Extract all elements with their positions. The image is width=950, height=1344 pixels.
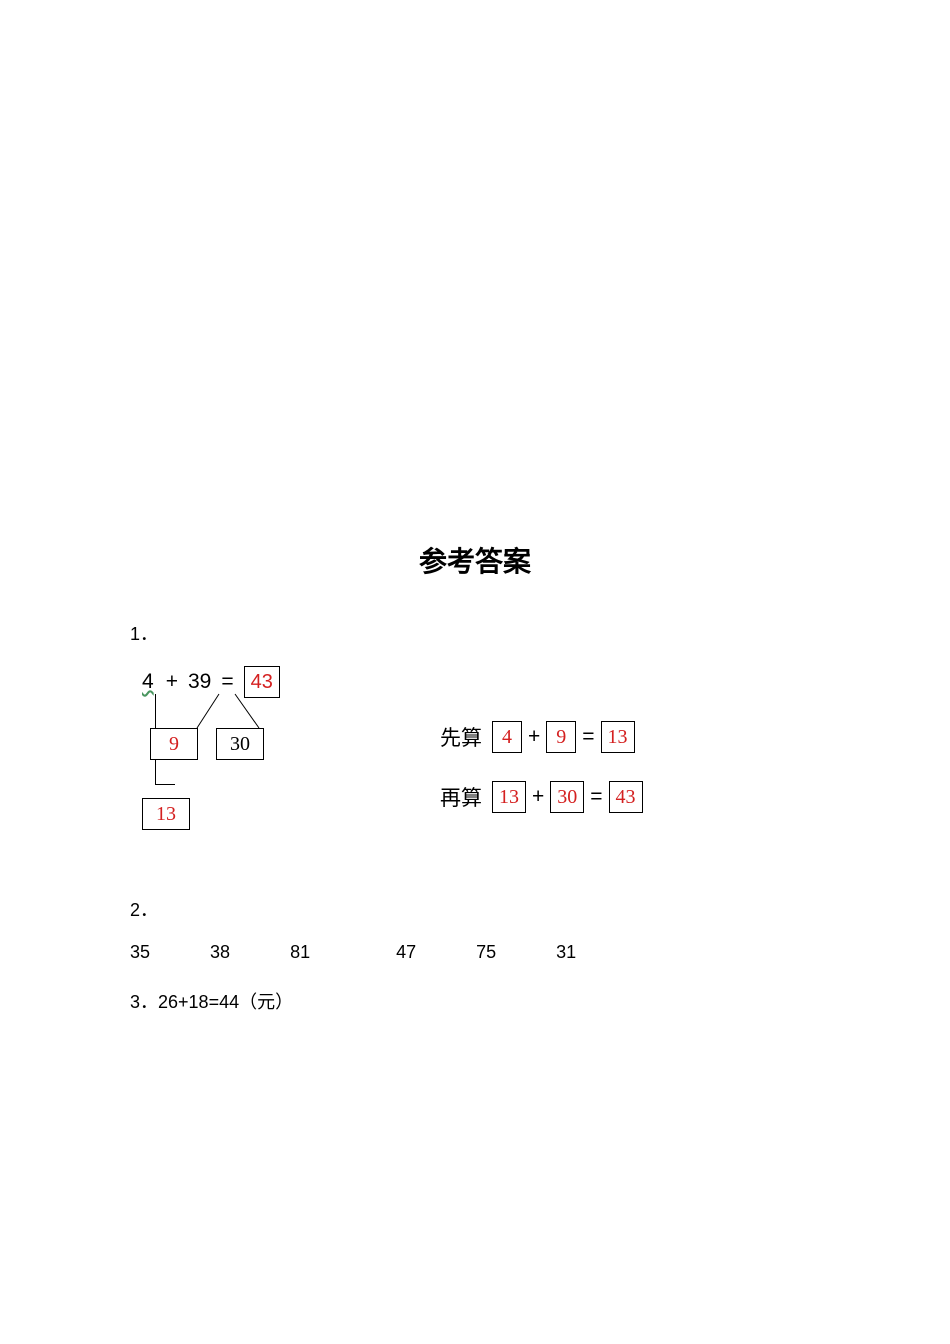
answer-value: 35	[130, 942, 150, 963]
question-2-answers: 35 38 81 47 75 31	[130, 942, 950, 963]
equals-icon: =	[580, 725, 596, 749]
equals-icon: =	[588, 785, 604, 809]
question-1-diagram: 4 + 39 = 43 9 30 13 先算 4	[0, 666, 950, 866]
split-value-boxes: 9 30	[150, 728, 264, 760]
answer-value: 81	[290, 942, 310, 963]
page-title: 参考答案	[0, 540, 950, 580]
plus-sign: +	[166, 670, 178, 694]
operand-b: 39	[188, 670, 211, 694]
question-3-unit: （元）	[239, 992, 293, 1012]
diagram-decomposition: 4 + 39 = 43 9 30 13	[140, 666, 280, 698]
step-2: 再算 13 + 30 = 43	[440, 781, 643, 813]
step-1-b: 9	[546, 721, 576, 753]
answer-value: 47	[396, 942, 416, 963]
partial-sum-box: 13	[142, 798, 190, 830]
operand-a: 4	[140, 670, 156, 694]
plus-icon: +	[526, 725, 542, 749]
calculation-steps: 先算 4 + 9 = 13 再算 13 + 30 = 43	[440, 721, 643, 841]
step-2-b: 30	[550, 781, 584, 813]
answer-value: 75	[476, 942, 496, 963]
step-1-a: 4	[492, 721, 522, 753]
step-2-result: 43	[609, 781, 643, 813]
step-2-a: 13	[492, 781, 526, 813]
answer-number-list: 35 38 81 47 75 31	[130, 942, 950, 963]
step-2-label: 再算	[440, 782, 482, 812]
split-right-box: 30	[216, 728, 264, 760]
connector-line-horizontal	[155, 784, 175, 785]
question-3-expression: 26+18=44	[158, 992, 239, 1012]
question-3-label: 3．	[130, 992, 158, 1012]
equals-sign: =	[221, 670, 233, 694]
step-1-label: 先算	[440, 722, 482, 752]
question-2-label: 2．	[130, 896, 950, 922]
step-1-result: 13	[601, 721, 635, 753]
answer-key-content: 参考答案 1． 4 + 39 = 43 9 30 13	[0, 540, 950, 1014]
step-1: 先算 4 + 9 = 13	[440, 721, 643, 753]
question-1-label: 1．	[130, 620, 950, 646]
question-3: 3．26+18=44（元）	[130, 988, 950, 1014]
answer-value: 38	[210, 942, 230, 963]
split-left-box: 9	[150, 728, 198, 760]
split-lines-icon	[177, 692, 287, 730]
answer-value: 31	[556, 942, 576, 963]
plus-icon: +	[530, 785, 546, 809]
